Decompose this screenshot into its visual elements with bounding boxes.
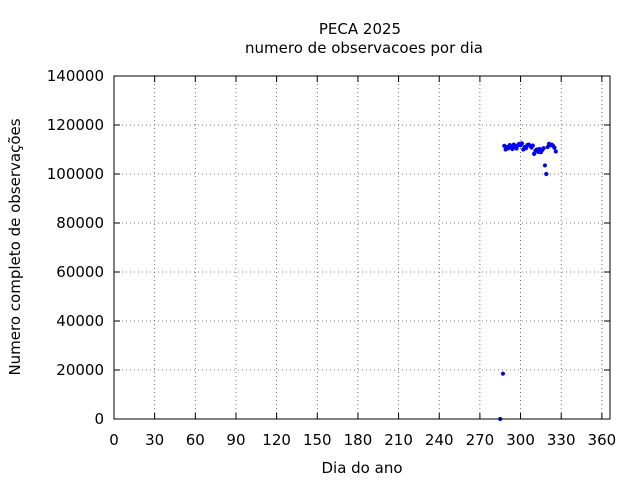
- data-points: [498, 141, 558, 422]
- x-tick-label: 60: [186, 431, 205, 449]
- y-tick-label: 0: [94, 410, 104, 428]
- y-tick-labels: 0 20000 40000 60000 80000 100000 120000 140000: [47, 67, 104, 428]
- data-point: [541, 146, 546, 151]
- x-tick-label: 270: [466, 431, 495, 449]
- x-tick-label: 360: [588, 431, 617, 449]
- data-point: [523, 146, 529, 151]
- y-tick-label: 60000: [56, 263, 104, 281]
- x-tick-label: 300: [506, 431, 535, 449]
- y-tick-label: 140000: [47, 67, 104, 85]
- y-axis-label: Numero completo de observações: [6, 118, 24, 375]
- x-tick-label: 120: [262, 431, 291, 449]
- data-point: [500, 371, 506, 376]
- data-point: [510, 146, 515, 152]
- data-point: [519, 141, 525, 146]
- x-tick-label: 330: [547, 431, 576, 449]
- y-tick-label: 40000: [56, 312, 104, 330]
- y-tick-label: 20000: [56, 361, 104, 379]
- chart-title: PECA 2025: [319, 20, 401, 38]
- x-tick-label: 240: [425, 431, 454, 449]
- data-point: [530, 143, 535, 148]
- x-tick-label: 180: [344, 431, 373, 449]
- data-point: [532, 151, 537, 157]
- x-axis-label: Dia do ano: [321, 459, 402, 477]
- axis-ticks: [113, 75, 610, 420]
- x-tick-label: 30: [145, 431, 164, 449]
- chart-subtitle: numero de observacoes por dia: [245, 39, 483, 57]
- y-tick-label: 80000: [56, 214, 104, 232]
- data-point: [544, 171, 549, 177]
- x-tick-label: 90: [226, 431, 245, 449]
- x-tick-label: 0: [109, 431, 119, 449]
- data-point: [542, 163, 548, 168]
- data-point: [553, 149, 558, 154]
- plot-frame: [113, 75, 611, 420]
- x-tick-label: 210: [384, 431, 413, 449]
- data-point: [514, 146, 519, 151]
- y-tick-label: 120000: [47, 116, 104, 134]
- x-tick-label: 150: [303, 431, 332, 449]
- y-tick-label: 100000: [47, 165, 104, 183]
- data-point: [552, 145, 557, 150]
- x-tick-labels: 0 30 60 90 120 150 180 210 240 270 300 330 360: [109, 431, 616, 449]
- grid-lines: [114, 76, 610, 419]
